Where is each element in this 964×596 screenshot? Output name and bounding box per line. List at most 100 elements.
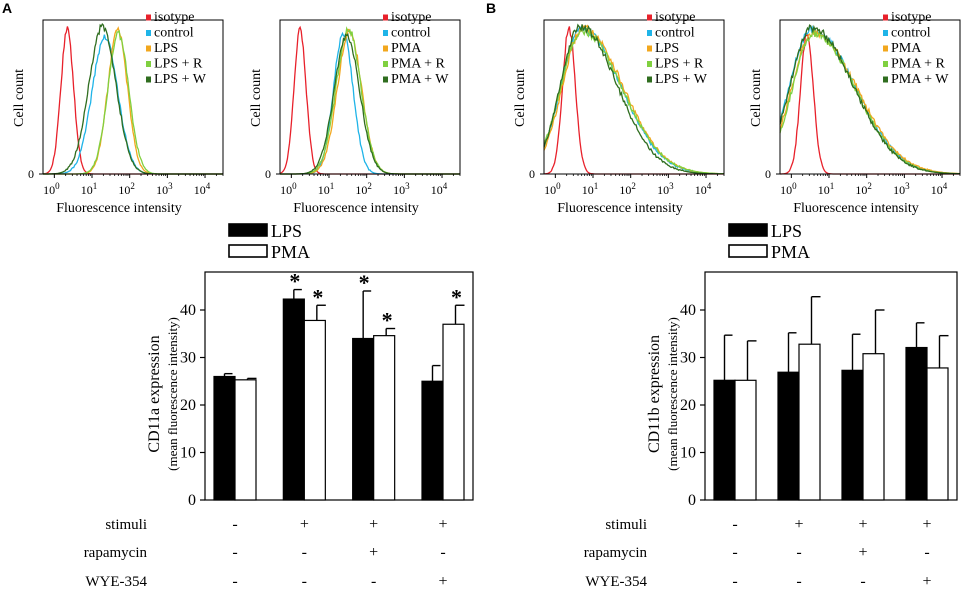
- x-axis-label: Fluorescence intensity: [557, 201, 683, 216]
- histogram-b-pma: 100 101 102 103 104 0 Fluorescence intensity Ce…: [749, 10, 961, 216]
- y-tick-label: 20: [180, 397, 196, 414]
- row-symbol: -: [732, 544, 737, 561]
- bar-pma: [734, 379, 757, 501]
- legend-label-lps: LPS: [771, 221, 802, 241]
- legend-swatch: [647, 30, 652, 36]
- row-symbol: -: [440, 544, 445, 561]
- bar-pma: [234, 379, 257, 501]
- x-tick-label: 100: [544, 181, 561, 197]
- row-symbol: +: [858, 544, 867, 561]
- legend-swatch: [383, 61, 388, 67]
- y-tick-label: 0: [265, 167, 271, 181]
- row-symbol: +: [922, 516, 931, 533]
- row-label-wye-354: WYE-354: [585, 574, 647, 590]
- histogram-series-lps-r: [543, 27, 724, 175]
- panel-label-a: A: [2, 0, 12, 16]
- row-label-rapamycin: rapamycin: [584, 545, 648, 561]
- legend-label: isotype: [391, 10, 431, 25]
- x-tick-label: 103: [657, 181, 674, 197]
- significance-star: *: [359, 270, 370, 295]
- x-tick-label: 100: [280, 181, 297, 197]
- y-tick-label: 0: [765, 167, 771, 181]
- significance-star: *: [289, 269, 300, 294]
- row-symbol: +: [438, 573, 447, 590]
- row-symbol: +: [438, 516, 447, 533]
- row-symbol: -: [732, 573, 737, 590]
- row-symbol: -: [924, 544, 929, 561]
- legend-swatch: [146, 14, 151, 21]
- bar-pma: [862, 353, 885, 501]
- histogram-series-pma-r: [779, 30, 960, 175]
- x-tick-label: 104: [931, 181, 948, 197]
- y-axis-label: CD11b expression: [646, 335, 663, 453]
- bar-lps: [282, 298, 305, 501]
- y-tick-label: 40: [180, 302, 196, 319]
- row-symbol: +: [300, 516, 309, 533]
- histogram-frame: [779, 19, 961, 175]
- x-axis-label: Fluorescence intensity: [293, 201, 419, 216]
- legend-swatch-lps: [228, 223, 268, 237]
- legend-label: PMA: [391, 41, 422, 56]
- y-tick-label: 30: [680, 350, 696, 367]
- legend-swatch: [146, 76, 151, 83]
- legend-label: PMA + R: [391, 57, 445, 72]
- bar-lps: [841, 369, 864, 501]
- histogram-series-control: [779, 25, 960, 175]
- y-axis-label: Cell count: [749, 69, 764, 127]
- legend-swatch-pma: [728, 244, 768, 258]
- histogram-series-isotype: [42, 26, 223, 175]
- legend-label: isotype: [655, 10, 695, 25]
- significance-star: *: [451, 284, 462, 309]
- legend-swatch: [883, 45, 888, 52]
- legend-label: LPS: [655, 41, 679, 56]
- row-label-rapamycin: rapamycin: [84, 545, 148, 561]
- y-tick-label: 40: [680, 302, 696, 319]
- bar-pma: [442, 323, 465, 501]
- legend-label: LPS + R: [655, 57, 704, 72]
- significance-star: *: [382, 308, 393, 333]
- y-tick-label: 0: [688, 492, 696, 509]
- y-axis-label: CD11a expression: [146, 335, 163, 452]
- row-symbol: -: [302, 544, 307, 561]
- x-tick-label: 102: [118, 181, 135, 197]
- row-symbol: -: [860, 573, 865, 590]
- legend-swatch: [146, 45, 151, 52]
- y-tick-label: 30: [180, 350, 196, 367]
- x-tick-label: 103: [893, 181, 910, 197]
- x-tick-label: 102: [855, 181, 872, 197]
- row-symbol: +: [858, 516, 867, 533]
- row-symbol: -: [302, 573, 307, 590]
- bar-lps: [421, 380, 444, 501]
- x-tick-label: 102: [355, 181, 372, 197]
- bar-lps: [777, 371, 800, 501]
- histogram-series-pma: [779, 28, 961, 175]
- row-symbol: -: [796, 573, 801, 590]
- x-tick-label: 104: [431, 181, 448, 197]
- bar-pma: [926, 367, 949, 501]
- y-axis-sublabel: (mean fluorescence intensity): [665, 317, 680, 471]
- x-axis-label: Fluorescence intensity: [56, 201, 182, 216]
- legend-label: control: [891, 26, 931, 41]
- bar-lps: [213, 375, 236, 501]
- x-tick-label: 104: [194, 181, 211, 197]
- legend-label-lps: LPS: [271, 221, 302, 241]
- panel-label-b: B: [486, 0, 496, 16]
- y-tick-label: 10: [180, 445, 196, 462]
- histogram-a-pma: 100 101 102 103 104 0 Fluorescence intensity Ce…: [249, 10, 461, 216]
- legend-swatch: [647, 45, 652, 52]
- legend-label-pma: PMA: [771, 242, 810, 262]
- row-symbol: +: [922, 573, 931, 590]
- legend-swatch: [383, 45, 388, 52]
- bar-chart-cd11a: 0 10 20 30 40 * * * * * CD11a expression (mean fluo…: [84, 221, 474, 590]
- legend-swatch-lps: [728, 223, 768, 237]
- x-tick-label: 100: [780, 181, 797, 197]
- y-tick-label: 0: [28, 167, 34, 181]
- bar-lps: [905, 346, 928, 501]
- histogram-series-lps: [43, 26, 223, 175]
- row-symbol: -: [232, 544, 237, 561]
- y-axis-label: Cell count: [513, 69, 528, 127]
- legend-label: PMA + W: [391, 72, 449, 87]
- legend-label: LPS + R: [154, 57, 203, 72]
- legend-swatch-pma: [228, 244, 268, 258]
